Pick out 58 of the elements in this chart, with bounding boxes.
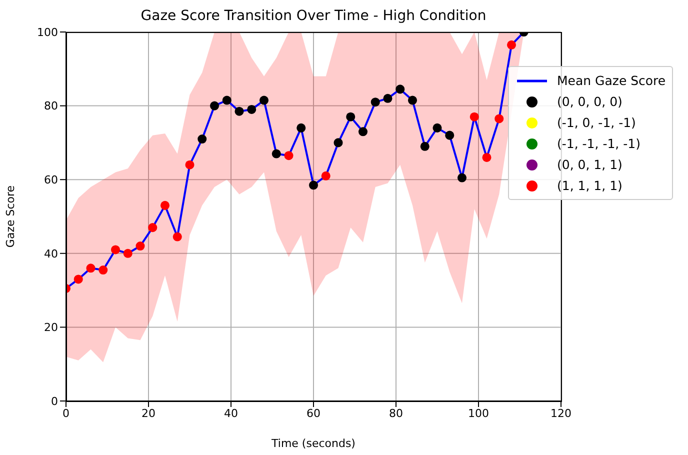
point <box>160 200 170 210</box>
y-axis-title: Gaze Score <box>4 185 17 248</box>
y-tick-label: 60 <box>44 174 58 187</box>
point <box>506 40 516 50</box>
point <box>210 101 220 110</box>
legend-label: Mean Gaze Score <box>557 73 666 88</box>
point <box>234 106 244 116</box>
point <box>136 242 145 251</box>
point <box>334 138 343 148</box>
point <box>222 96 232 105</box>
point <box>396 84 405 94</box>
point <box>110 245 120 254</box>
legend-label: (0, 0, 1, 1) <box>557 157 622 172</box>
y-tick-label: 20 <box>44 321 58 334</box>
point <box>420 142 430 151</box>
point <box>470 112 479 122</box>
y-tick-label: 100 <box>37 26 58 39</box>
x-tick-label: 120 <box>550 406 572 420</box>
x-tick-label: 40 <box>224 406 238 420</box>
point <box>296 123 306 132</box>
legend-label: (0, 0, 0, 0) <box>557 94 622 109</box>
point <box>432 123 442 132</box>
point <box>494 114 504 124</box>
point <box>408 96 418 105</box>
point <box>74 274 83 284</box>
x-tick-label: 80 <box>389 406 403 420</box>
point <box>445 130 454 140</box>
legend-label: (1, 1, 1, 1) <box>557 178 622 193</box>
y-tick-label: 0 <box>51 394 58 408</box>
x-tick-label: 100 <box>468 406 489 420</box>
point <box>370 98 380 107</box>
x-axis-title: Time (seconds) <box>270 437 356 450</box>
point <box>457 173 467 182</box>
y-tick-label: 80 <box>44 100 58 113</box>
point <box>308 180 318 190</box>
point <box>185 160 194 170</box>
x-tick-label: 20 <box>142 406 156 420</box>
y-tick-label: 40 <box>44 247 58 260</box>
x-tick-label: 0 <box>62 406 70 420</box>
point <box>198 134 207 144</box>
point <box>272 149 281 158</box>
point <box>284 151 294 160</box>
point <box>482 152 492 162</box>
point <box>172 232 182 242</box>
point <box>358 127 368 136</box>
point <box>259 96 269 105</box>
point <box>383 94 392 103</box>
point <box>98 266 108 275</box>
point <box>321 171 330 180</box>
point <box>346 112 356 122</box>
point <box>148 223 158 232</box>
point <box>123 248 132 258</box>
point <box>247 104 256 114</box>
chart-title: Gaze Score Transition Over Time - High Condition <box>140 8 488 24</box>
legend-label: (-1, 0, -1, -1) <box>557 115 636 130</box>
legend-label: (-1, -1, -1, -1) <box>557 136 640 151</box>
point <box>86 264 96 273</box>
x-tick-label: 60 <box>306 406 320 420</box>
